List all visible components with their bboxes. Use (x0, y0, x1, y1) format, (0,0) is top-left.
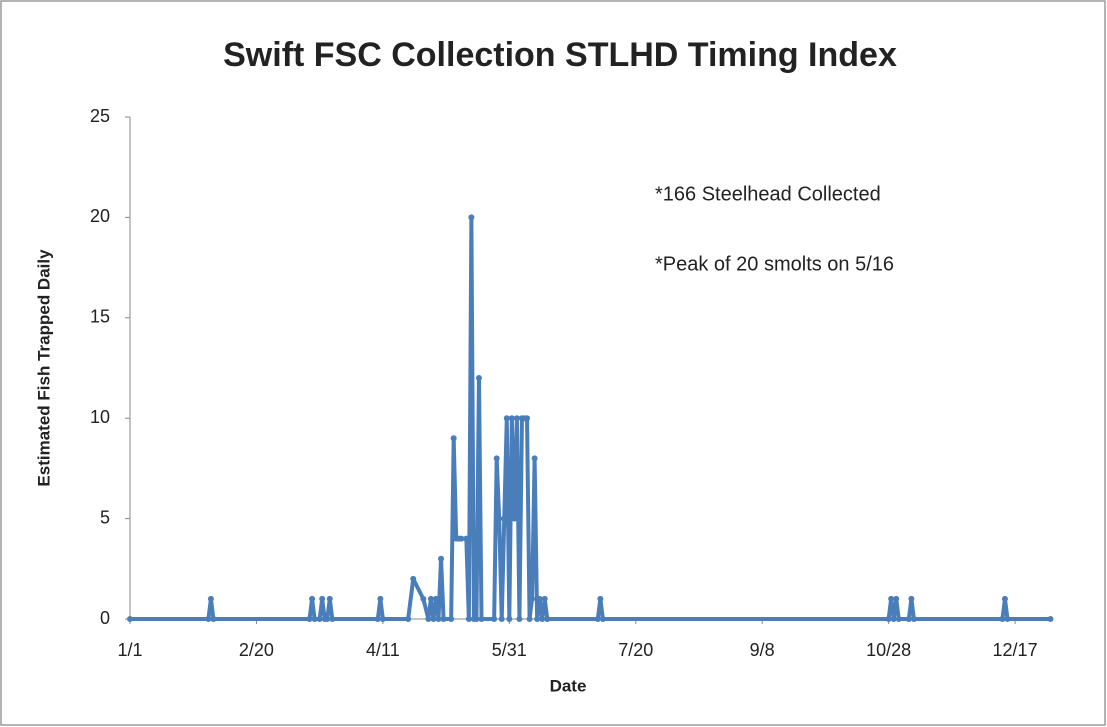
x-tick-label: 5/31 (492, 640, 527, 660)
data-point (127, 616, 133, 622)
data-point (534, 616, 541, 622)
data-point (478, 616, 485, 622)
x-tick-label: 4/11 (366, 640, 400, 660)
data-point (425, 616, 432, 622)
data-point (458, 535, 465, 542)
data-point (448, 616, 455, 622)
data-point (516, 616, 523, 622)
data-point (432, 595, 439, 602)
data-point (468, 214, 475, 221)
data-point (536, 595, 543, 602)
data-point (379, 616, 386, 622)
x-tick-label: 10/28 (866, 640, 911, 660)
data-point (491, 616, 498, 622)
y-tick-label: 20 (90, 206, 110, 226)
data-point (374, 616, 381, 622)
data-point (475, 375, 482, 382)
data-point (210, 616, 217, 622)
data-point (526, 616, 533, 622)
data-point (440, 616, 447, 622)
data-point (597, 595, 604, 602)
data-point (999, 616, 1006, 622)
data-point (450, 435, 457, 442)
data-point (513, 415, 520, 422)
y-axis-label: Estimated Fish Trapped Daily (34, 249, 53, 487)
data-point (539, 616, 546, 622)
data-point (885, 616, 892, 622)
x-tick-label: 12/17 (993, 640, 1038, 660)
data-point (890, 616, 897, 622)
data-point (430, 616, 437, 622)
y-tick-label: 0 (100, 608, 110, 628)
chart-title: Swift FSC Collection STLHD Timing Index (223, 36, 897, 74)
y-tick-label: 10 (90, 407, 110, 427)
data-point (329, 616, 336, 622)
data-point (463, 535, 470, 542)
data-point (599, 616, 606, 622)
data-point (541, 595, 548, 602)
data-point (905, 616, 912, 622)
x-tick-label: 7/20 (618, 640, 653, 660)
data-point (1047, 616, 1054, 622)
data-point (506, 616, 513, 622)
data-point (319, 595, 326, 602)
data-point (309, 595, 316, 602)
data-point (594, 616, 601, 622)
x-axis-label: Date (550, 676, 587, 695)
x-tick-label: 9/8 (750, 640, 775, 660)
data-point (908, 595, 915, 602)
data-point (895, 616, 902, 622)
data-point (501, 515, 508, 522)
data-point (524, 415, 531, 422)
data-point (420, 595, 427, 602)
data-point (435, 616, 442, 622)
data-point (326, 595, 333, 602)
y-tick-label: 25 (90, 106, 110, 126)
data-point (405, 616, 412, 622)
data-point (316, 616, 323, 622)
data-point (493, 455, 500, 462)
data-point (324, 616, 331, 622)
data-point (207, 595, 214, 602)
data-point (465, 616, 472, 622)
data-point (910, 616, 917, 622)
data-point (529, 595, 536, 602)
x-tick-label: 1/1 (117, 640, 142, 660)
data-point (377, 595, 384, 602)
data-point (1001, 595, 1008, 602)
data-point (888, 595, 895, 602)
data-point (410, 575, 417, 582)
data-point (893, 595, 900, 602)
annotation: *166 Steelhead Collected (655, 183, 881, 205)
data-point (508, 415, 515, 422)
y-tick-label: 5 (100, 507, 110, 527)
data-point (473, 616, 480, 622)
data-point (531, 455, 538, 462)
data-point (306, 616, 313, 622)
y-tick-label: 15 (90, 307, 110, 327)
data-point (438, 555, 445, 562)
data-point (544, 616, 551, 622)
data-point (496, 515, 503, 522)
data-point (503, 415, 510, 422)
data-point (311, 616, 318, 622)
annotation: *Peak of 20 smolts on 5/16 (655, 253, 894, 275)
data-point (498, 616, 505, 622)
data-point (427, 595, 434, 602)
data-point (1004, 616, 1011, 622)
data-point (205, 616, 212, 622)
x-tick-label: 2/20 (239, 640, 274, 660)
data-point (511, 515, 518, 522)
